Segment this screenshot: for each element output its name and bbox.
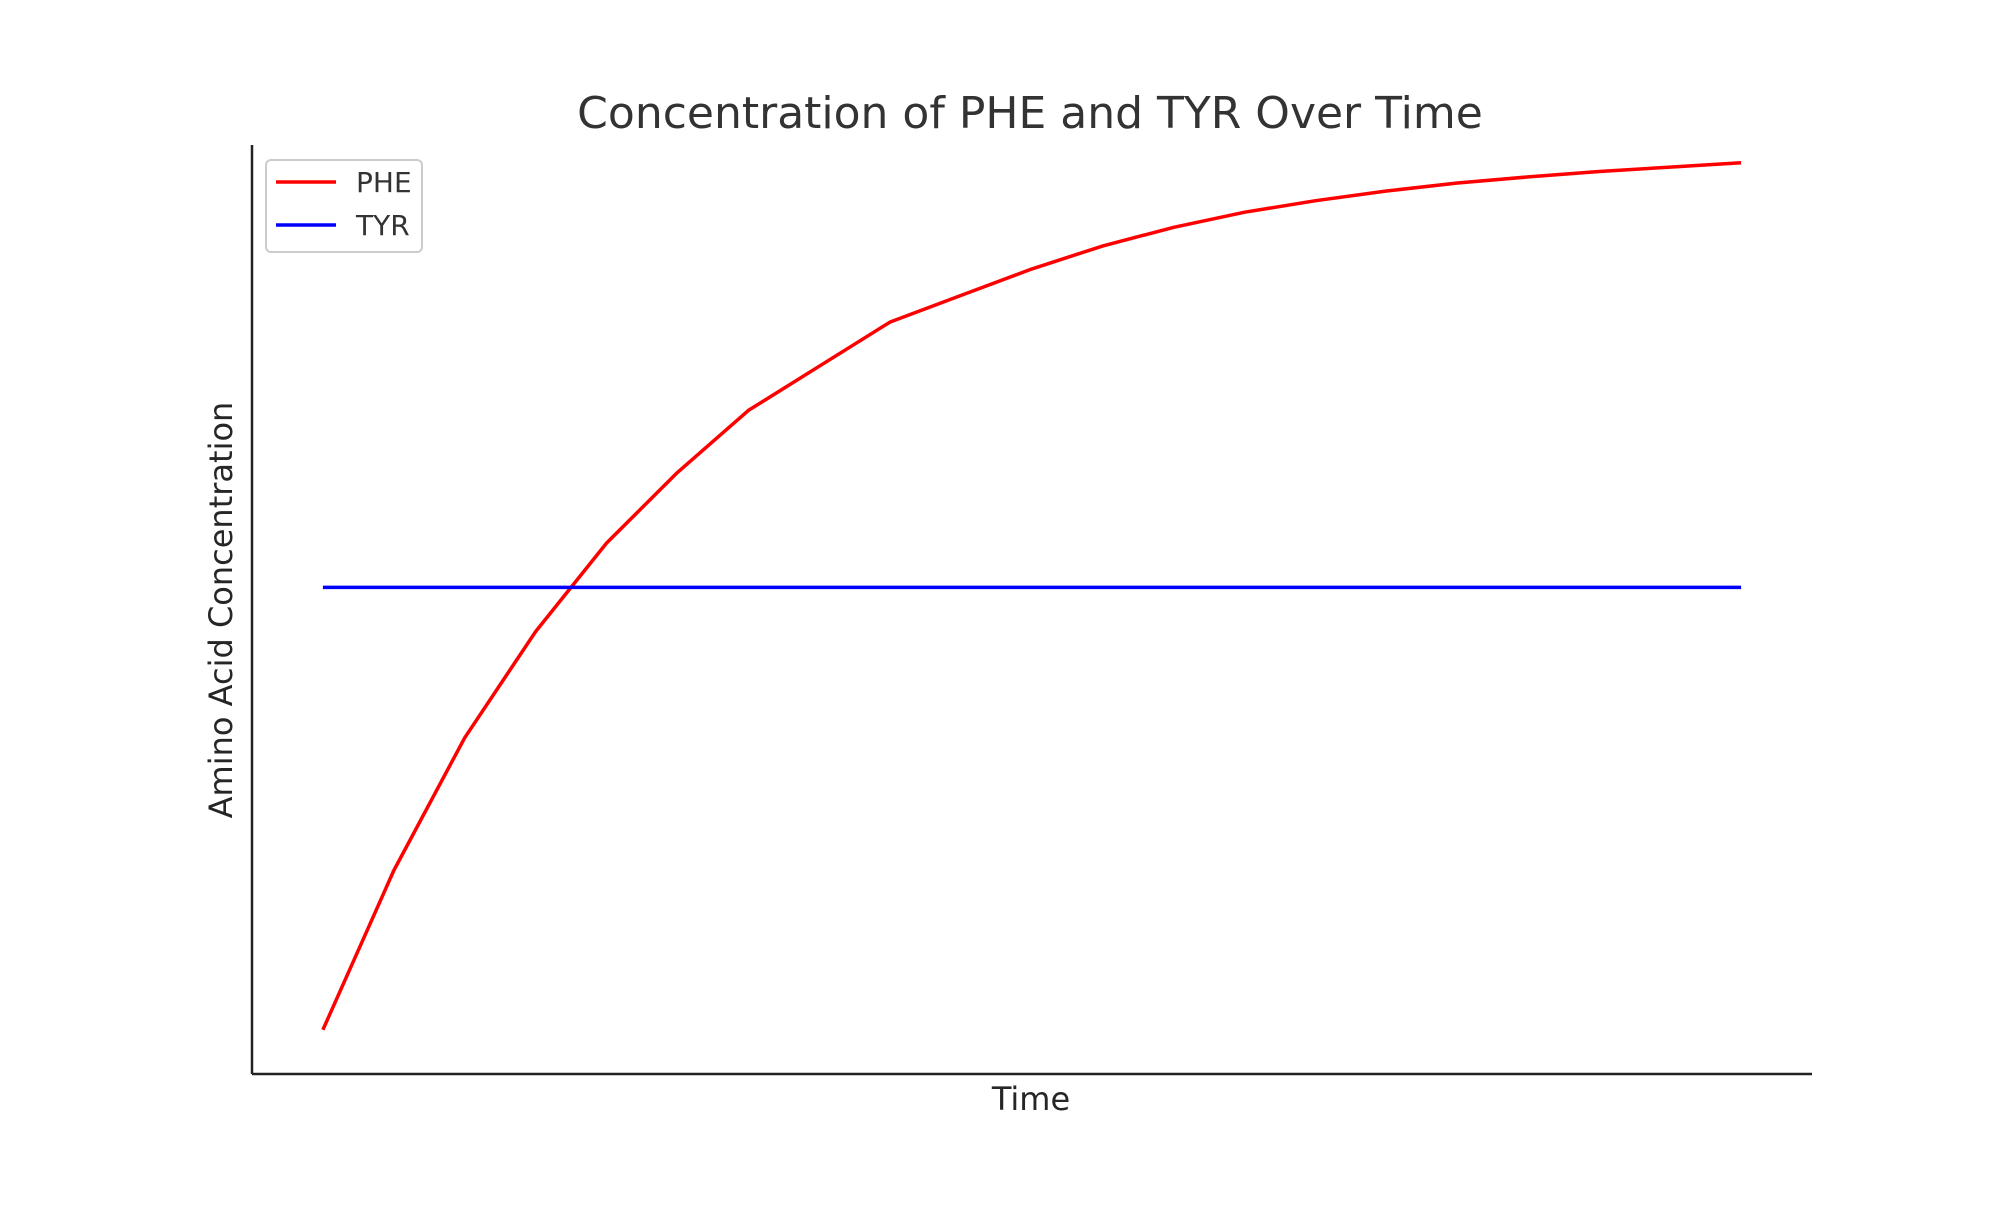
legend-label-phe: PHE: [356, 166, 412, 199]
y-axis-label: Amino Acid Concentration: [202, 402, 240, 819]
legend-label-tyr: TYR: [355, 209, 410, 242]
plot-area: [321, 160, 1742, 1031]
x-axis-label: Time: [991, 1080, 1070, 1118]
series-line-phe: [321, 160, 1742, 1031]
legend: PHE TYR: [265, 159, 423, 253]
chart-title: Concentration of PHE and TYR Over Time: [577, 88, 1483, 139]
